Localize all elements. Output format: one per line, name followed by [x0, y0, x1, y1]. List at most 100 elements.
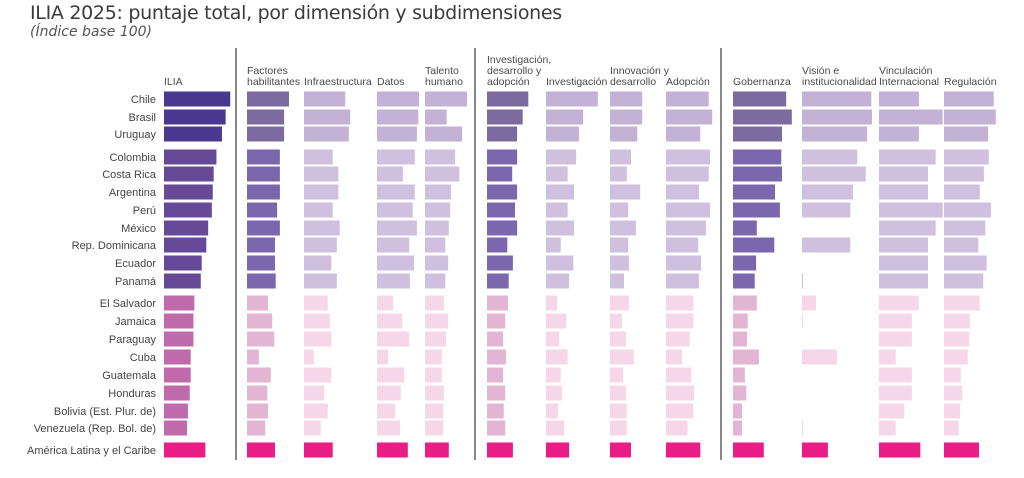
bar: Jamaica – ILIA: 32 — [164, 313, 194, 329]
bar: Brasil – Factores habilitantes: 53 — [247, 109, 285, 125]
bar: Jamaica – Infraestructura: 37 — [304, 313, 330, 329]
bar: El Salvador – Innovación y desarrollo: 2… — [610, 295, 629, 311]
bar: Bolivia (Est. Plur. de) – Investigación:… — [546, 403, 558, 419]
bar: El Salvador – Vinculación Internacional:… — [879, 295, 919, 311]
bar: Bolivia (Est. Plur. de) – Gobernanza: 13 — [733, 403, 743, 419]
bar: Cuba – Regulación: 34 — [944, 349, 968, 365]
country-label: Rep. Dominicana — [72, 240, 157, 252]
bar: Venezuela (Rep. Bol. de) – Factores habi… — [247, 420, 266, 436]
bar: Panamá – Investigación: 33 — [546, 273, 570, 289]
bar: Rep. Dominicana – Investigación: 21 — [546, 237, 561, 253]
bar: Uruguay – ILIA: 63 — [164, 126, 222, 142]
bar: Chile – Investigación: 74 — [546, 91, 598, 107]
bar: Bolivia (Est. Plur. de) – Vinculación In… — [879, 403, 905, 419]
bar: México – Innovación y desarrollo: 37 — [610, 220, 636, 236]
bar: México – Factores habilitantes: 47 — [247, 220, 280, 236]
bar: Cuba – Investigación, desarrollo y adopc… — [487, 349, 506, 365]
bar: Guatemala – ILIA: 29 — [164, 367, 191, 383]
bar: Brasil – Datos: 59 — [377, 109, 419, 125]
bar: América Latina y el Caribe – Investigaci… — [546, 442, 570, 458]
bar: Paraguay – Infraestructura: 39 — [304, 331, 332, 347]
bar: Jamaica – Adopción: 39 — [666, 313, 694, 329]
country-label: Uruguay — [114, 129, 156, 141]
bar: México – Adopción: 57 — [666, 220, 706, 236]
bar: Chile – Adopción: 61 — [666, 91, 709, 107]
bar: Venezuela (Rep. Bol. de) – Visión e inst… — [802, 420, 803, 436]
bar: El Salvador – Datos: 23 — [377, 295, 394, 311]
bar: Panamá – Visión e institucionalidad: 1 — [802, 273, 803, 289]
bar: Panamá – Datos: 47 — [377, 273, 410, 289]
bar: El Salvador – Gobernanza: 34 — [733, 295, 757, 311]
bar: Cuba – Infraestructura: 14 — [304, 349, 314, 365]
bar: Paraguay – Factores habilitantes: 39 — [247, 331, 275, 347]
bar: Argentina – Investigación, desarrollo y … — [487, 184, 518, 200]
bar: Uruguay – Factores habilitantes: 53 — [247, 126, 285, 142]
bar: Bolivia (Est. Plur. de) – Innovación y d… — [610, 403, 627, 419]
column-header: desarrollo — [610, 76, 656, 88]
bar: Ecuador – Datos: 53 — [377, 255, 415, 271]
country-label: Cuba — [130, 352, 157, 364]
bar: Venezuela (Rep. Bol. de) – Infraestructu… — [304, 420, 321, 436]
country-label: Chile — [131, 94, 156, 106]
bar: Colombia – Vinculación Internacional: 81 — [879, 149, 936, 165]
country-label: Guatemala — [102, 370, 157, 382]
bar: Argentina – Factores habilitantes: 47 — [247, 184, 280, 200]
bar: América Latina y el Caribe – Adopción: 4… — [666, 442, 701, 458]
bar: Chile – Factores habilitantes: 60 — [247, 91, 289, 107]
bar: Jamaica – Regulación: 37 — [944, 313, 970, 329]
bar: México – Regulación: 59 — [944, 220, 986, 236]
bar: Cuba – Gobernanza: 37 — [733, 349, 759, 365]
bar: Bolivia (Est. Plur. de) – Talento humano… — [425, 403, 444, 419]
bar: América Latina y el Caribe – Datos: 44 — [377, 442, 408, 458]
bar: América Latina y el Caribe – Vinculación… — [879, 442, 921, 458]
bar: El Salvador – ILIA: 33 — [164, 295, 195, 311]
bar: Guatemala – Adopción: 36 — [666, 367, 692, 383]
bar: México – Gobernanza: 34 — [733, 220, 757, 236]
bar: Ecuador – Regulación: 61 — [944, 255, 987, 271]
bar: Brasil – Investigación: 53 — [546, 109, 584, 125]
bar: Jamaica – Investigación: 29 — [546, 313, 567, 329]
bar: Jamaica – Innovación y desarrollo: 17 — [610, 313, 622, 329]
bar: Rep. Dominicana – Innovación y desarroll… — [610, 237, 629, 253]
bar: Chile – Infraestructura: 59 — [304, 91, 346, 107]
bar: Ecuador – Investigación: 39 — [546, 255, 574, 271]
bar: Costa Rica – Infraestructura: 49 — [304, 166, 339, 182]
bar: Venezuela (Rep. Bol. de) – Regulación: 2… — [944, 420, 959, 436]
bar: Paraguay – Investigación, desarrollo y a… — [487, 331, 504, 347]
bar: Perú – Investigación, desarrollo y adopc… — [487, 202, 515, 218]
bar: México – ILIA: 48 — [164, 220, 209, 236]
column-header: Investigación — [546, 76, 607, 88]
bar: Honduras – Adopción: 40 — [666, 385, 694, 401]
bar: Costa Rica – Gobernanza: 70 — [733, 166, 782, 182]
bar: Honduras – Vinculación Internacional: 47 — [879, 385, 912, 401]
bar: Rep. Dominicana – Vinculación Internacio… — [879, 237, 928, 253]
bar: Honduras – Datos: 34 — [377, 385, 401, 401]
bar: Honduras – Talento humano: 27 — [425, 385, 444, 401]
bar: Chile – ILIA: 72 — [164, 91, 231, 107]
country-label: Honduras — [108, 388, 156, 400]
bar: Costa Rica – Adopción: 61 — [666, 166, 709, 182]
bar: Honduras – Gobernanza: 19 — [733, 385, 747, 401]
bar: Paraguay – Datos: 46 — [377, 331, 410, 347]
bar: Jamaica – Visión e institucionalidad: 1 — [802, 313, 803, 329]
bar: México – Investigación, desarrollo y ado… — [487, 220, 518, 236]
bar: Rep. Dominicana – Visión e institucional… — [802, 237, 851, 253]
bar: Rep. Dominicana – ILIA: 46 — [164, 237, 207, 253]
bar: Cuba – Vinculación Internacional: 24 — [879, 349, 896, 365]
bar: América Latina y el Caribe – Factores ha… — [247, 442, 275, 458]
bar: Jamaica – Gobernanza: 21 — [733, 313, 748, 329]
column-header: institucionalidad — [802, 76, 877, 88]
bar: Honduras – Investigación, desarrollo y a… — [487, 385, 506, 401]
bar: Panamá – Investigación, desarrollo y ado… — [487, 273, 509, 289]
bar: Venezuela (Rep. Bol. de) – Datos: 33 — [377, 420, 401, 436]
bar: Rep. Dominicana – Regulación: 49 — [944, 237, 979, 253]
bar: Colombia – Factores habilitantes: 47 — [247, 149, 280, 165]
country-label: Venezuela (Rep. Bol. de) — [34, 423, 156, 435]
bar: Argentina – Innovación y desarrollo: 43 — [610, 184, 641, 200]
bar: Jamaica – Factores habilitantes: 36 — [247, 313, 273, 329]
bar: Cuba – Adopción: 23 — [666, 349, 683, 365]
country-label: Argentina — [109, 187, 157, 199]
bar: El Salvador – Regulación: 51 — [944, 295, 980, 311]
bar: Cuba – Factores habilitantes: 17 — [247, 349, 259, 365]
bar: Rep. Dominicana – Gobernanza: 59 — [733, 237, 775, 253]
